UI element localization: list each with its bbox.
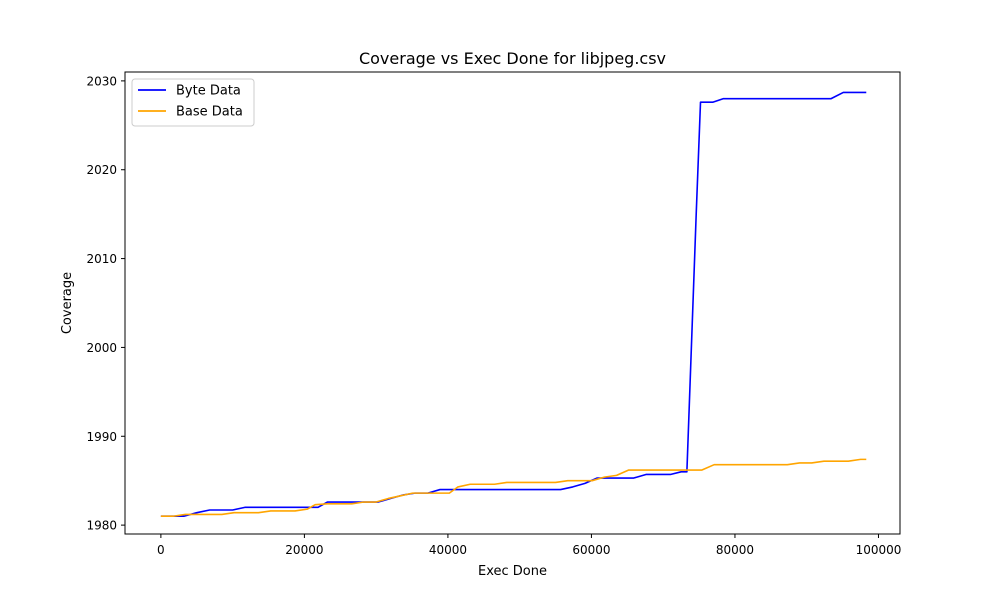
y-tick-label: 1990 [86,430,117,444]
x-tick-label: 80000 [716,543,754,557]
y-tick-label: 2000 [86,341,117,355]
axes-frame [124,71,901,535]
y-tick-label: 2010 [86,252,117,266]
y-axis-label: Coverage [60,272,75,334]
y-axis: 1980 1990 2000 2010 2020 2030 [86,74,125,533]
series-line-base-data [160,458,867,518]
x-axis-label: Exec Done [478,564,547,579]
x-tick-label: 60000 [572,543,610,557]
y-tick-label: 2030 [86,74,117,88]
x-tick-label: 100000 [856,543,902,557]
y-tick-label: 1980 [86,519,117,533]
plot-area [160,91,867,518]
legend-label: Base Data [176,105,243,120]
legend: Byte Data Base Data [131,78,255,127]
x-tick-label: 0 [157,543,165,557]
x-axis: 0 20000 40000 60000 80000 100000 [157,534,901,557]
x-tick-label: 40000 [429,543,467,557]
x-tick-label: 20000 [285,543,323,557]
legend-label: Byte Data [176,84,241,99]
series-line-byte-data [160,91,867,518]
chart-title: Coverage vs Exec Done for libjpeg.csv [359,49,666,68]
y-tick-label: 2020 [86,163,117,177]
